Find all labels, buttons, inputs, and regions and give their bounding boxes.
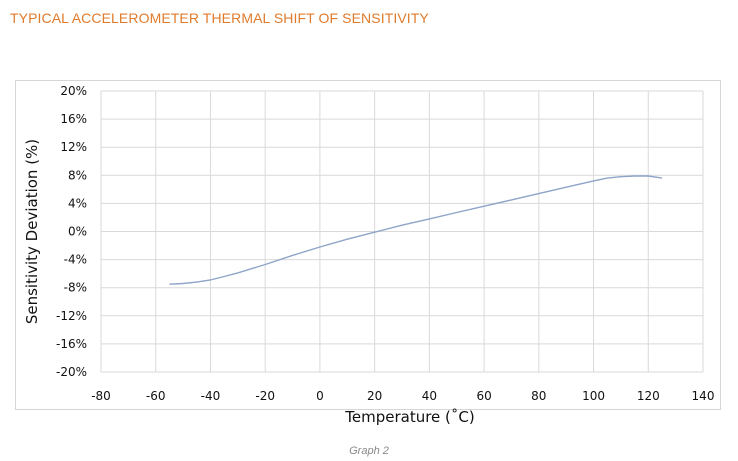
y-tick-label: 16% bbox=[60, 112, 87, 126]
y-tick-labels: 20% 16% 12% 8% 4% 0% -4% -8% -12% -16% -20% bbox=[56, 84, 87, 379]
page-title: TYPICAL ACCELEROMETER THERMAL SHIFT OF S… bbox=[10, 10, 429, 26]
series-line bbox=[169, 175, 663, 285]
x-tick-label: -60 bbox=[146, 389, 166, 403]
figure-caption: Graph 2 bbox=[349, 445, 389, 457]
x-tick-label: 80 bbox=[531, 389, 546, 403]
y-tick-label: -20% bbox=[56, 365, 87, 379]
y-tick-label: 8% bbox=[68, 168, 87, 182]
chart-frame bbox=[15, 80, 721, 410]
grid-layer bbox=[100, 90, 704, 373]
x-tick-label: 20 bbox=[367, 389, 382, 403]
y-tick-label: -12% bbox=[56, 309, 87, 323]
y-tick-label: 20% bbox=[60, 84, 87, 98]
x-tick-label: -40 bbox=[201, 389, 221, 403]
x-tick-label: 120 bbox=[637, 389, 660, 403]
x-tick-label: 0 bbox=[316, 389, 324, 403]
y-tick-label: 4% bbox=[68, 196, 87, 210]
x-tick-label: 100 bbox=[582, 389, 605, 403]
x-tick-label: -20 bbox=[255, 389, 275, 403]
y-tick-label: -4% bbox=[64, 253, 87, 267]
y-tick-label: 0% bbox=[68, 225, 87, 239]
y-tick-label: -16% bbox=[56, 337, 87, 351]
x-tick-label: -80 bbox=[91, 389, 111, 403]
y-tick-label: -8% bbox=[64, 281, 87, 295]
y-axis-title: Sensitivity Deviation (%) bbox=[23, 139, 41, 324]
y-tick-label: 12% bbox=[60, 140, 87, 154]
x-axis-title: Temperature (˚C) bbox=[344, 408, 474, 426]
x-tick-label: 140 bbox=[692, 389, 715, 403]
x-tick-label: 60 bbox=[476, 389, 491, 403]
x-tick-labels: -80 -60 -40 -20 0 20 40 60 80 100 120 140 bbox=[91, 389, 714, 403]
x-tick-label: 40 bbox=[422, 389, 437, 403]
